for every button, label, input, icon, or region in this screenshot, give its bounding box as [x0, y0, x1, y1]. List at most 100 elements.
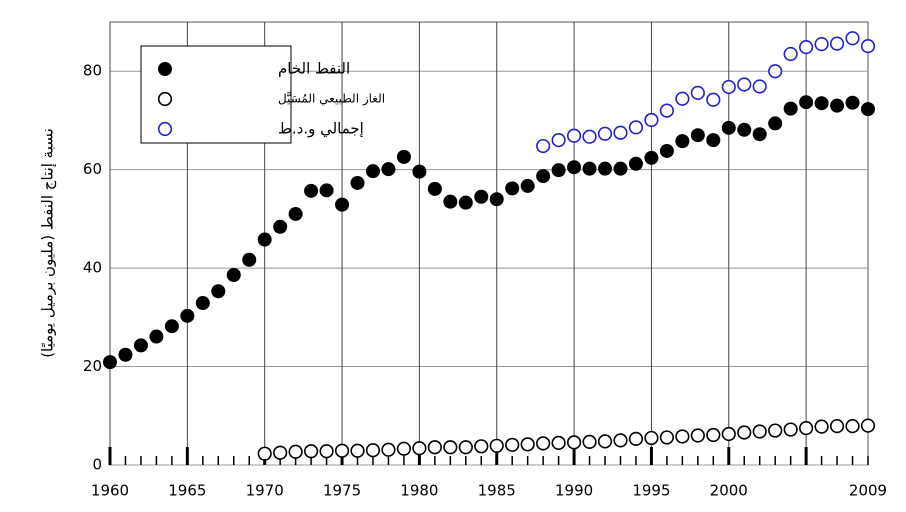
data-point: [551, 163, 566, 178]
y-tick-label: 20: [83, 357, 102, 375]
data-point: [582, 161, 597, 176]
data-point: [458, 440, 473, 455]
data-point: [474, 189, 489, 204]
data-point: [752, 424, 767, 439]
legend-marker: [157, 91, 173, 107]
data-point: [860, 418, 876, 433]
data-point: [675, 91, 690, 106]
data-point: [520, 437, 535, 452]
data-point: [257, 232, 272, 247]
data-point: [690, 128, 705, 143]
data-point: [659, 430, 674, 445]
data-point: [644, 112, 659, 128]
data-point: [628, 156, 643, 171]
data-point: [319, 183, 334, 198]
data-point: [613, 433, 628, 448]
data-point: [737, 77, 752, 92]
data-point: [396, 441, 412, 456]
data-point: [582, 129, 597, 144]
data-point: [443, 194, 458, 209]
data-point: [304, 183, 319, 198]
data-point: [706, 133, 721, 148]
data-point: [350, 175, 365, 190]
y-tick-label: 60: [83, 160, 102, 178]
data-point: [335, 197, 350, 212]
data-point: [783, 46, 798, 62]
data-point: [644, 150, 659, 165]
data-point: [690, 428, 705, 443]
data-point: [242, 252, 257, 267]
data-point: [536, 138, 551, 154]
legend-marker: [157, 121, 173, 137]
legend-label: إجمالي و.د.ط: [278, 120, 364, 139]
y-tick-label: 0: [92, 456, 102, 474]
data-point: [551, 133, 566, 148]
data-point: [288, 206, 303, 221]
data-point: [567, 160, 582, 175]
data-point: [566, 128, 582, 143]
x-tick-label: 1990: [555, 482, 593, 500]
data-point: [628, 120, 644, 135]
data-point: [536, 436, 551, 451]
data-point: [443, 440, 458, 455]
data-point: [489, 192, 504, 207]
data-point: [768, 116, 783, 131]
data-point: [381, 442, 396, 457]
data-point: [195, 296, 210, 311]
x-tick-label: 1965: [168, 482, 206, 500]
data-point: [613, 125, 628, 140]
data-point: [799, 40, 814, 55]
data-point: [768, 423, 783, 438]
data-point: [273, 445, 288, 460]
data-point: [334, 443, 350, 458]
y-tick-label: 40: [83, 259, 102, 277]
data-point: [103, 355, 117, 370]
data-point: [164, 319, 179, 334]
data-point: [381, 162, 396, 177]
data-point: [598, 161, 613, 176]
data-point: [706, 427, 721, 443]
data-point: [814, 419, 829, 434]
data-point: [799, 95, 814, 110]
data-point: [133, 338, 148, 353]
data-point: [597, 434, 613, 449]
legend: النفط الخام الغاز الطبيعي المُسَيَّل إجمال…: [140, 45, 385, 144]
data-point: [304, 444, 319, 459]
data-point: [861, 102, 875, 117]
data-point: [180, 308, 195, 323]
y-tick-label: 80: [83, 62, 102, 80]
data-point: [690, 85, 705, 100]
data-point: [675, 429, 690, 444]
x-tick-label: 2009: [849, 482, 887, 500]
data-point: [737, 425, 752, 440]
data-point: [474, 439, 489, 454]
data-point: [644, 430, 659, 446]
data-point: [226, 268, 241, 283]
y-axis-label: نسبة إنتاج النفط (مليون برميل يوميًا): [39, 128, 58, 358]
data-point: [829, 36, 845, 51]
x-tick-label: 1980: [400, 482, 438, 500]
data-point: [505, 181, 520, 196]
data-point: [319, 444, 334, 459]
data-point: [566, 435, 582, 450]
data-point: [706, 92, 721, 107]
data-point: [350, 443, 365, 458]
data-point: [721, 120, 736, 135]
data-point: [536, 169, 551, 184]
legend-label: النفط الخام: [278, 60, 350, 78]
data-point: [659, 103, 674, 118]
data-point: [211, 284, 226, 299]
data-point: [768, 64, 783, 79]
data-point: [597, 126, 613, 141]
data-point: [814, 96, 829, 111]
data-point: [783, 101, 798, 116]
data-point: [845, 419, 860, 434]
data-point: [365, 443, 381, 458]
x-tick-label: 1995: [632, 482, 670, 500]
data-point: [659, 143, 674, 158]
x-tick-label: 1985: [478, 482, 516, 500]
data-point: [752, 127, 767, 142]
data-point: [613, 161, 628, 176]
data-point: [505, 437, 520, 452]
